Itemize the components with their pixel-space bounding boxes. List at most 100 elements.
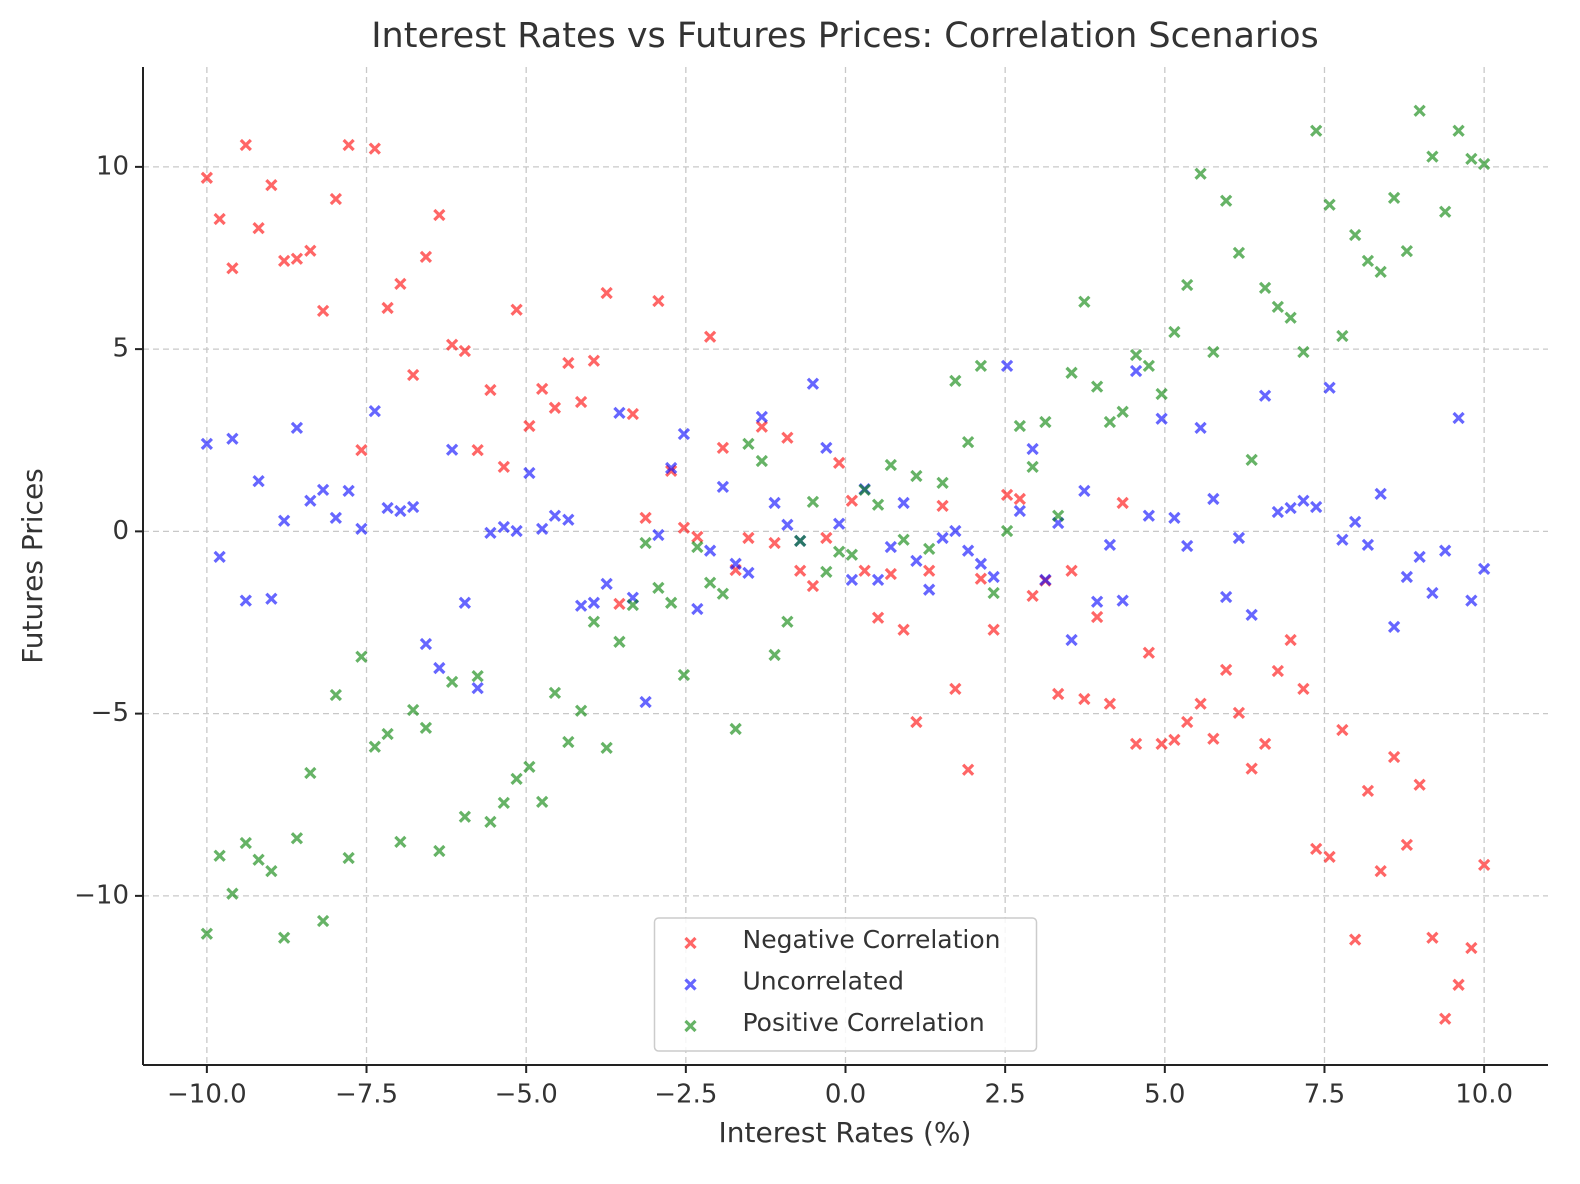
point bbox=[923, 583, 936, 596]
point bbox=[1387, 191, 1401, 204]
x-tick-label: 0.0 bbox=[825, 1080, 866, 1110]
point bbox=[806, 579, 820, 593]
point bbox=[1219, 590, 1233, 604]
point bbox=[1116, 405, 1129, 418]
point bbox=[1065, 564, 1078, 577]
point bbox=[923, 542, 936, 556]
point bbox=[290, 832, 304, 845]
point bbox=[471, 669, 484, 683]
point bbox=[471, 443, 484, 457]
y-tick-label: 0 bbox=[112, 516, 129, 546]
point bbox=[897, 496, 910, 510]
point bbox=[536, 382, 549, 395]
point bbox=[1103, 697, 1117, 710]
point bbox=[1155, 412, 1168, 425]
point bbox=[1478, 562, 1491, 576]
point bbox=[394, 277, 407, 291]
point bbox=[562, 513, 575, 526]
point bbox=[1439, 205, 1452, 218]
point bbox=[1052, 687, 1065, 701]
point bbox=[407, 368, 420, 382]
point bbox=[1207, 345, 1220, 359]
point bbox=[845, 548, 859, 561]
point bbox=[1336, 533, 1349, 546]
point bbox=[316, 304, 330, 317]
point bbox=[304, 494, 317, 507]
point bbox=[1194, 421, 1207, 434]
point bbox=[381, 501, 394, 515]
point bbox=[1142, 646, 1155, 659]
point bbox=[419, 721, 433, 734]
point bbox=[1013, 504, 1026, 518]
point bbox=[355, 443, 368, 457]
point bbox=[1181, 278, 1194, 292]
x-tick-label: −7.5 bbox=[335, 1080, 398, 1110]
point bbox=[806, 495, 820, 508]
legend-marker bbox=[684, 978, 697, 991]
point bbox=[562, 735, 575, 749]
point bbox=[523, 760, 536, 773]
point bbox=[1103, 415, 1117, 429]
point bbox=[497, 460, 510, 473]
point bbox=[355, 522, 368, 535]
legend-box bbox=[653, 917, 1038, 1052]
point bbox=[613, 597, 626, 611]
point bbox=[1000, 359, 1014, 373]
point bbox=[613, 406, 626, 420]
point bbox=[755, 410, 768, 424]
point bbox=[1168, 733, 1181, 746]
point bbox=[1374, 864, 1387, 878]
point bbox=[703, 544, 717, 557]
point bbox=[600, 741, 613, 755]
point bbox=[1426, 931, 1439, 944]
point bbox=[1310, 500, 1323, 514]
point bbox=[665, 596, 678, 609]
point bbox=[342, 851, 355, 865]
point bbox=[845, 494, 859, 507]
point bbox=[226, 887, 239, 900]
point bbox=[1465, 594, 1478, 607]
point bbox=[729, 722, 742, 736]
point bbox=[858, 483, 871, 496]
point bbox=[278, 931, 291, 944]
point bbox=[652, 528, 665, 542]
point bbox=[871, 573, 885, 586]
point bbox=[820, 565, 833, 578]
point bbox=[329, 688, 342, 702]
point bbox=[1026, 442, 1039, 456]
point bbox=[781, 518, 794, 531]
point bbox=[368, 404, 381, 418]
point bbox=[523, 466, 536, 480]
point bbox=[1439, 544, 1452, 557]
point bbox=[1284, 633, 1297, 647]
point bbox=[213, 550, 226, 564]
point bbox=[936, 499, 949, 512]
point bbox=[265, 864, 278, 878]
point bbox=[974, 557, 988, 570]
point bbox=[665, 461, 678, 475]
point bbox=[742, 566, 755, 580]
point bbox=[1465, 941, 1478, 955]
point bbox=[1039, 573, 1052, 586]
point bbox=[1013, 419, 1026, 433]
point bbox=[1271, 300, 1284, 313]
point bbox=[1219, 194, 1233, 207]
point bbox=[794, 564, 807, 577]
point bbox=[1439, 1012, 1452, 1025]
point bbox=[781, 615, 794, 628]
point bbox=[742, 437, 755, 451]
point bbox=[768, 536, 781, 550]
point bbox=[1297, 682, 1310, 695]
point bbox=[1232, 246, 1246, 260]
point bbox=[329, 192, 342, 206]
point bbox=[304, 244, 317, 257]
point bbox=[394, 504, 407, 518]
point bbox=[987, 570, 1000, 584]
y-tick-label: −10 bbox=[74, 880, 129, 910]
point bbox=[987, 586, 1000, 600]
point bbox=[832, 517, 846, 530]
point bbox=[716, 587, 730, 600]
point bbox=[200, 171, 213, 184]
point bbox=[1013, 492, 1026, 506]
point bbox=[1090, 380, 1104, 393]
